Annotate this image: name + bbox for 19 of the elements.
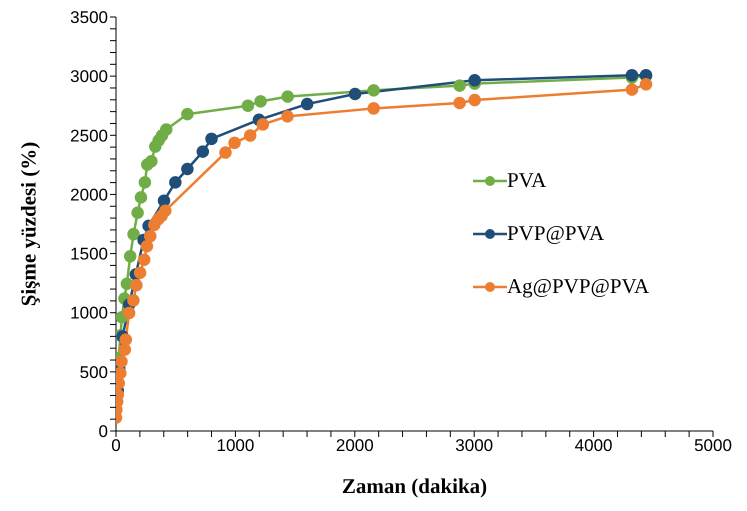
x-tick-label: 2000 (336, 436, 374, 456)
y-tick-label: 2500 (70, 126, 108, 146)
x-tick-label: 1000 (216, 436, 254, 456)
y-tick-label: 3000 (70, 67, 108, 86)
y-tick-label: 3500 (70, 8, 108, 28)
x-tick-label: 3000 (455, 436, 494, 456)
y-tick-label: 1000 (70, 304, 108, 323)
y-tick-label: 0 (98, 422, 108, 442)
legend-label: PVA (507, 168, 546, 193)
legend-label: Ag@PVP@PVA (507, 274, 650, 299)
x-axis-title: Zaman (dakika) (342, 474, 488, 498)
y-tick-label: 2000 (70, 185, 108, 204)
y-tick-label: 1500 (70, 244, 108, 264)
x-tick-label: 0 (111, 436, 121, 456)
legend-label: PVP@PVA (507, 221, 604, 246)
y-axis-title: Şişme yüzdesi (%) (16, 142, 40, 306)
y-tick-label: 500 (80, 362, 108, 382)
x-tick-label: 5000 (694, 436, 732, 456)
x-tick-label: 4000 (574, 436, 613, 456)
